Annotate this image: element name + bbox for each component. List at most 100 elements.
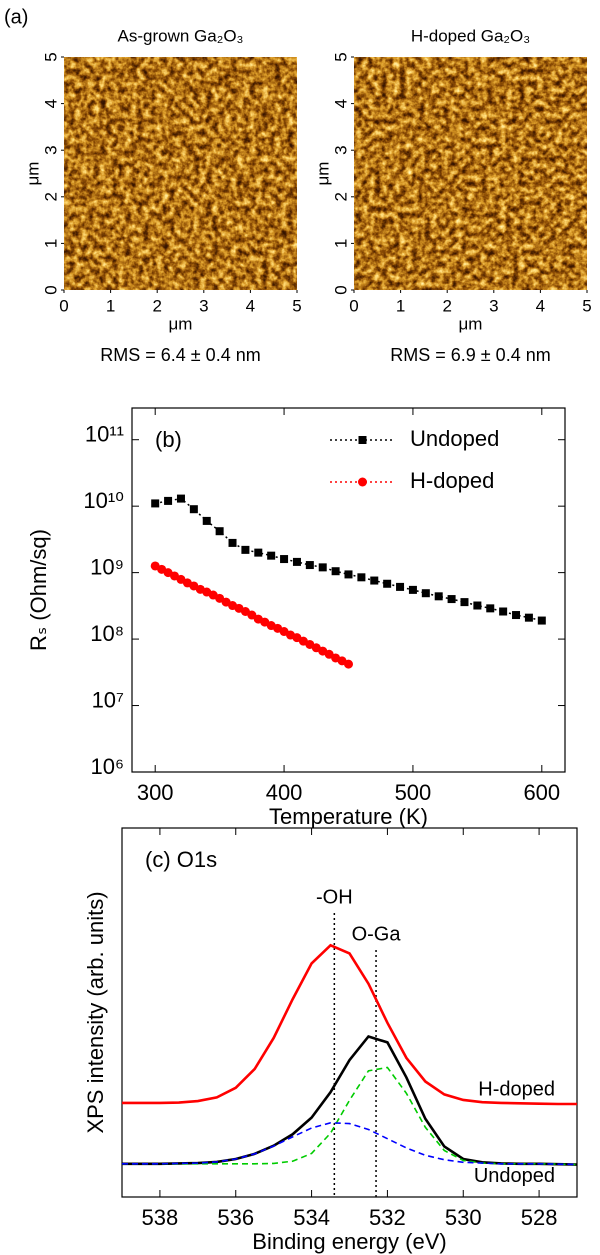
x-tick-label: 5: [582, 296, 591, 315]
x-tick-label: 532: [369, 1205, 406, 1230]
point: [512, 611, 521, 620]
y-tick-label: 2: [41, 192, 60, 201]
point: [524, 613, 533, 622]
x-tick-label: 5: [292, 296, 301, 315]
curve-label: Undoped: [474, 1165, 555, 1187]
point: [228, 538, 237, 547]
y-tick-label: 10¹¹: [85, 422, 124, 447]
legend-label: Undoped: [410, 426, 499, 451]
panel-title: As-grown Ga₂O₃: [118, 26, 244, 45]
y-axis-label: μm: [313, 162, 332, 186]
y-tick-label: 3: [41, 145, 60, 154]
x-tick-label: 300: [137, 780, 174, 805]
x-tick-label: 528: [521, 1205, 558, 1230]
panel-label: (b): [155, 427, 182, 452]
x-tick-label: 2: [442, 296, 451, 315]
point: [537, 616, 546, 625]
y-axis-label: XPS intensity (arb. units): [83, 891, 108, 1133]
x-tick-label: 400: [266, 780, 303, 805]
x-tick-label: 4: [536, 296, 545, 315]
y-tick-label: 1: [331, 239, 350, 248]
point: [473, 601, 482, 610]
point: [370, 576, 379, 585]
y-tick-label: 5: [41, 52, 60, 61]
legend-label: H-doped: [410, 468, 494, 493]
annotation: RMS = 6.4 ± 0.4 nm: [100, 345, 260, 365]
x-axis-label: μm: [169, 314, 193, 333]
x-tick-label: 536: [217, 1205, 254, 1230]
point: [202, 516, 211, 525]
point: [247, 610, 257, 620]
y-tick-label: 0: [41, 285, 60, 294]
point: [499, 607, 508, 616]
point: [241, 545, 250, 554]
point: [215, 527, 224, 536]
series-line: [122, 1122, 578, 1166]
x-tick-label: 0: [349, 296, 358, 315]
y-tick-label: 4: [41, 99, 60, 108]
x-tick-label: 1: [396, 296, 405, 315]
point: [357, 573, 366, 582]
point: [318, 563, 327, 572]
point: [164, 496, 173, 505]
point: [396, 582, 405, 591]
y-tick-label: 10⁸: [90, 621, 124, 646]
y-tick-label: 0: [331, 285, 350, 294]
point: [421, 589, 430, 598]
x-tick-label: 3: [199, 296, 208, 315]
x-tick-label: 3: [489, 296, 498, 315]
point: [280, 555, 289, 564]
x-tick-label: 534: [293, 1205, 330, 1230]
afm-image: [64, 57, 297, 290]
curve-label: H-doped: [478, 1078, 555, 1100]
y-axis-label: Rₛ (Ohm/sq): [26, 529, 51, 651]
afm-image: [354, 57, 587, 290]
y-tick-label: 10⁷: [92, 687, 124, 712]
peak-label: -OH: [316, 886, 353, 908]
y-tick-label: 3: [331, 145, 350, 154]
x-tick-label: 600: [523, 780, 560, 805]
series-line: [122, 943, 577, 1106]
x-tick-label: 2: [152, 296, 161, 315]
y-tick-label: 1: [41, 239, 60, 248]
point: [344, 570, 353, 579]
point: [486, 604, 495, 613]
x-axis-label: Binding energy (eV): [252, 1229, 446, 1254]
peak-label: O-Ga: [352, 923, 402, 945]
x-tick-label: 500: [395, 780, 432, 805]
point: [447, 595, 456, 604]
point: [267, 551, 276, 560]
y-tick-label: 10⁹: [90, 554, 124, 579]
point: [344, 659, 353, 669]
point: [254, 548, 263, 557]
point: [331, 567, 340, 576]
y-tick-label: 2: [331, 192, 350, 201]
point: [305, 561, 314, 570]
point: [434, 592, 443, 601]
panel-title: H-doped Ga₂O₃: [411, 26, 530, 45]
x-axis-label: Temperature (K): [269, 804, 428, 829]
y-tick-label: 10⁶: [90, 754, 124, 779]
plot-frame: [131, 407, 566, 773]
x-tick-label: 0: [59, 296, 68, 315]
series-line: [155, 497, 542, 622]
point: [383, 579, 392, 588]
point: [460, 598, 469, 607]
x-tick-label: 538: [142, 1205, 179, 1230]
x-tick-label: 4: [246, 296, 255, 315]
x-tick-label: 530: [445, 1205, 482, 1230]
x-axis-label: μm: [459, 314, 483, 333]
y-axis-label: μm: [23, 162, 42, 186]
legend-marker: [358, 436, 367, 444]
annotation: RMS = 6.9 ± 0.4 nm: [390, 345, 550, 365]
point: [151, 499, 160, 508]
panel-label: (a): [4, 6, 28, 28]
plot-frame: [121, 827, 578, 1198]
point: [408, 585, 417, 594]
legend-marker: [358, 477, 367, 487]
y-tick-label: 10¹⁰: [83, 488, 124, 513]
panel-label: (c) O1s: [145, 847, 217, 872]
y-tick-label: 4: [331, 99, 350, 108]
